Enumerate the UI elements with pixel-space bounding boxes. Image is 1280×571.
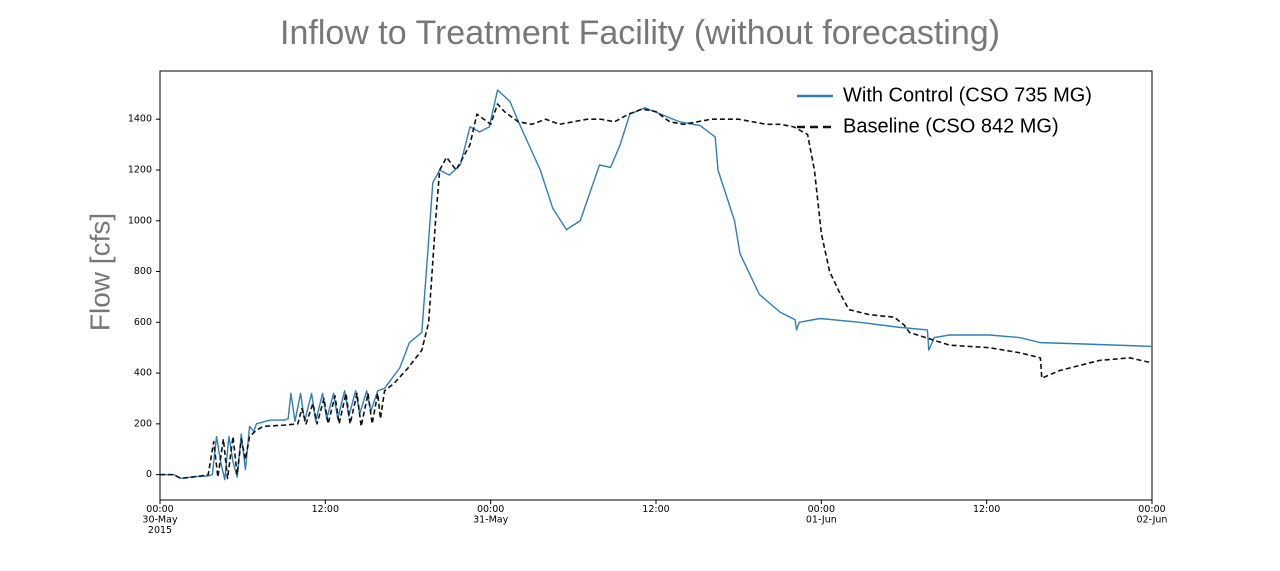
series-line: [160, 89, 1153, 481]
x-tick-label: 12:00: [973, 504, 1000, 515]
y-tick-label: 1400: [128, 114, 152, 125]
legend-label: With Control (CSO 735 MG): [843, 84, 1092, 106]
x-tick-label: 12:00: [312, 504, 339, 515]
x-tick-label: 00:00 02-Jun: [1137, 504, 1168, 526]
x-tick-label: 00:00 01-Jun: [806, 504, 837, 526]
y-tick-label: 0: [146, 469, 152, 480]
x-tick-label: 00:00 31-May: [473, 504, 509, 526]
y-axis-label: Flow [cfs]: [84, 213, 115, 331]
x-tick-label: 12:00: [642, 504, 669, 515]
y-tick-label: 200: [134, 418, 152, 429]
legend-label: Baseline (CSO 842 MG): [843, 115, 1059, 137]
series-line: [160, 103, 1153, 480]
y-tick-label: 1200: [128, 165, 152, 176]
chart-title: Inflow to Treatment Facility (without fo…: [280, 14, 1000, 52]
y-tick-label: 400: [134, 368, 152, 379]
y-tick-label: 600: [134, 317, 152, 328]
y-tick-label: 1000: [128, 215, 152, 226]
x-tick-label: 00:00 30-May 2015: [142, 504, 178, 536]
y-tick-label: 800: [134, 266, 152, 277]
